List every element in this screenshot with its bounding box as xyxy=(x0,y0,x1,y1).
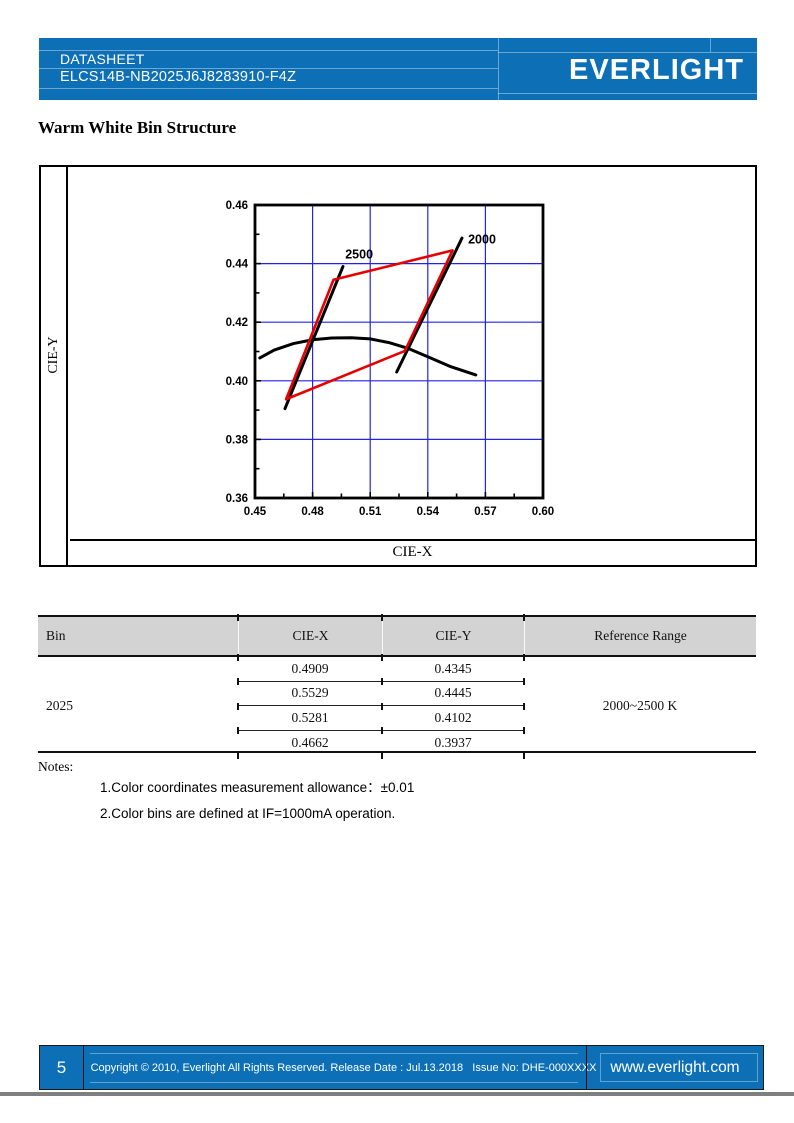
bottom-rule xyxy=(0,1092,794,1096)
doc-type-label: DATASHEET xyxy=(60,51,145,67)
divider-line xyxy=(90,1053,578,1054)
bin-chart-panel: CIE-Y CIE-X 2500 2000 0.45 0.48 0.51 0.54 0.57… xyxy=(39,165,757,567)
y-tick-label: 0.38 xyxy=(226,434,249,446)
footer-band: 5 Copyright © 2010, Everlight All Rights… xyxy=(39,1045,764,1090)
notes-list: 1.Color coordinates measurement allowanc… xyxy=(100,779,414,831)
plot-border xyxy=(253,203,545,500)
isotherm-2500-label: 2500 xyxy=(345,247,373,261)
y-axis-label: CIE-Y xyxy=(45,336,61,374)
table-border-stub xyxy=(237,702,239,710)
copyright-text: Copyright © 2010, Everlight All Rights R… xyxy=(90,1061,597,1074)
blackbody-locus xyxy=(258,336,478,377)
isotherm-2500 xyxy=(283,265,345,411)
table-border-stub xyxy=(237,727,239,734)
table-border-stub xyxy=(381,702,383,710)
col-header-bin: Bin xyxy=(38,617,238,657)
table-border-stub xyxy=(381,727,383,734)
divider-line xyxy=(90,1082,578,1083)
header-left-section: DATASHEET ELCS14B-NB2025J6J8283910-F4Z xyxy=(39,38,498,100)
table-border-stub xyxy=(523,702,525,710)
table-border-stub xyxy=(237,678,239,685)
bin-2025-region xyxy=(284,249,454,401)
table-border-stub xyxy=(523,678,525,685)
page-title: Warm White Bin Structure xyxy=(38,118,237,137)
y-tick-label: 0.44 xyxy=(226,259,249,271)
cie-chart-svg: 2500 2000 0.45 0.48 0.51 0.54 0.57 0.60 0.36 0.38… xyxy=(226,200,555,518)
x-tick-label: 0.48 xyxy=(301,506,324,518)
divider-line xyxy=(498,93,757,94)
isotherm-2000-label: 2000 xyxy=(468,233,496,247)
y-axis-label-column: CIE-Y xyxy=(41,167,68,565)
divider-line xyxy=(710,38,711,52)
table-border-stub xyxy=(237,751,239,759)
divider-line xyxy=(39,88,498,89)
table-border-stub xyxy=(381,751,383,759)
bin-table: Bin CIE-X CIE-Y Reference Range 2025 0.4… xyxy=(38,613,756,759)
table-border-stub xyxy=(523,613,525,621)
x-tick-label: 0.45 xyxy=(244,506,267,518)
everlight-logo: EVERLIGHT xyxy=(569,54,744,86)
cie-y-value: 0.4445 xyxy=(382,682,524,706)
table-border-stub xyxy=(381,653,383,661)
cie-x-value: 0.5529 xyxy=(238,682,382,706)
divider-line xyxy=(39,50,498,51)
website-text: www.everlight.com xyxy=(610,1058,740,1076)
note-item: 2.Color bins are defined at IF=1000mA op… xyxy=(100,806,396,821)
x-axis-label: CIE-X xyxy=(392,544,433,560)
col-header-reference-range: Reference Range xyxy=(524,617,756,657)
website-link[interactable]: www.everlight.com xyxy=(586,1046,763,1089)
x-tick-label: 0.51 xyxy=(359,506,382,518)
part-number: ELCS14B-NB2025J6J8283910-F4Z xyxy=(60,69,297,85)
x-tick-label: 0.54 xyxy=(417,506,440,518)
cie-y-value: 0.3937 xyxy=(434,734,472,750)
cie-x-value: 0.4909 xyxy=(238,657,382,682)
cie-x-value: 0.4662 xyxy=(291,734,329,750)
table-border-stub xyxy=(381,613,383,621)
table-border-stub xyxy=(381,678,383,685)
col-header-cie-x: CIE-X xyxy=(238,617,382,657)
table-border-stub xyxy=(237,613,239,621)
page-number: 5 xyxy=(40,1046,84,1089)
isotherm-2000 xyxy=(395,236,464,374)
bin-value: 2025 xyxy=(46,698,73,713)
divider-line xyxy=(39,68,498,69)
notes-label: Notes: xyxy=(38,759,74,774)
y-tick-label: 0.42 xyxy=(226,317,248,329)
y-tick-label: 0.40 xyxy=(226,376,248,388)
table-border-stub xyxy=(237,653,239,661)
x-axis-label-band: CIE-X xyxy=(70,539,755,565)
divider-line xyxy=(498,38,499,100)
reference-range-value: 2000~2500 K xyxy=(602,698,678,713)
x-tick-label: 0.60 xyxy=(532,506,554,518)
divider-line xyxy=(498,52,757,53)
table-border-stub xyxy=(523,653,525,661)
y-tick-label: 0.36 xyxy=(226,493,248,505)
note-item: 1.Color coordinates measurement allowanc… xyxy=(100,780,415,795)
header-band: DATASHEET ELCS14B-NB2025J6J8283910-F4Z E… xyxy=(39,38,757,100)
cie-y-value: 0.4345 xyxy=(382,657,524,682)
cie-x-value: 0.5281 xyxy=(238,706,382,731)
divider-line xyxy=(600,1053,758,1082)
table-border-stub xyxy=(523,751,525,759)
cie-y-value: 0.4102 xyxy=(382,706,524,731)
col-header-cie-y: CIE-Y xyxy=(382,617,524,657)
x-tick-label: 0.57 xyxy=(474,506,496,518)
y-tick-label: 0.46 xyxy=(226,200,248,212)
table-border-stub xyxy=(523,727,525,734)
